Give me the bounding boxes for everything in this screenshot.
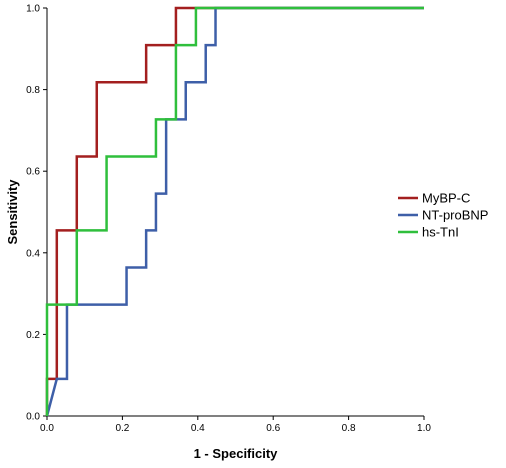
x-tick-label: 1.0 [417,423,431,434]
series-line-mybp-c [45,6,424,416]
legend: MyBP-C NT-proBNP hs-TnI [398,191,488,240]
axes [46,8,424,417]
legend-label: NT-proBNP [422,208,488,223]
legend-label: hs-TnI [422,225,459,240]
x-axis-title: 1 - Specificity [194,446,279,461]
legend-label: MyBP-C [422,191,470,206]
y-tick-label: 0.0 [26,412,40,423]
y-axis-title: Sensitivity [5,179,20,245]
y-tick-label: 0.8 [26,85,40,96]
tick-marks: 0.0 0.2 0.4 0.6 0.8 1.0 0.0 0.2 0.4 0.6 0.8 1.0 [26,4,431,435]
x-tick-label: 0.4 [191,423,205,434]
y-tick-label: 0.2 [26,330,40,341]
series-line-nt-probnp [45,6,424,417]
x-tick-label: 0.2 [115,423,129,434]
series-lines [45,6,424,417]
series-line-hs-tni [45,6,424,416]
y-tick-label: 0.6 [26,167,40,178]
y-tick-label: 0.4 [26,248,40,259]
x-tick-label: 0.6 [266,423,280,434]
x-tick-label: 0.8 [342,423,356,434]
y-tick-label: 1.0 [26,4,40,15]
x-tick-label: 0.0 [40,423,54,434]
